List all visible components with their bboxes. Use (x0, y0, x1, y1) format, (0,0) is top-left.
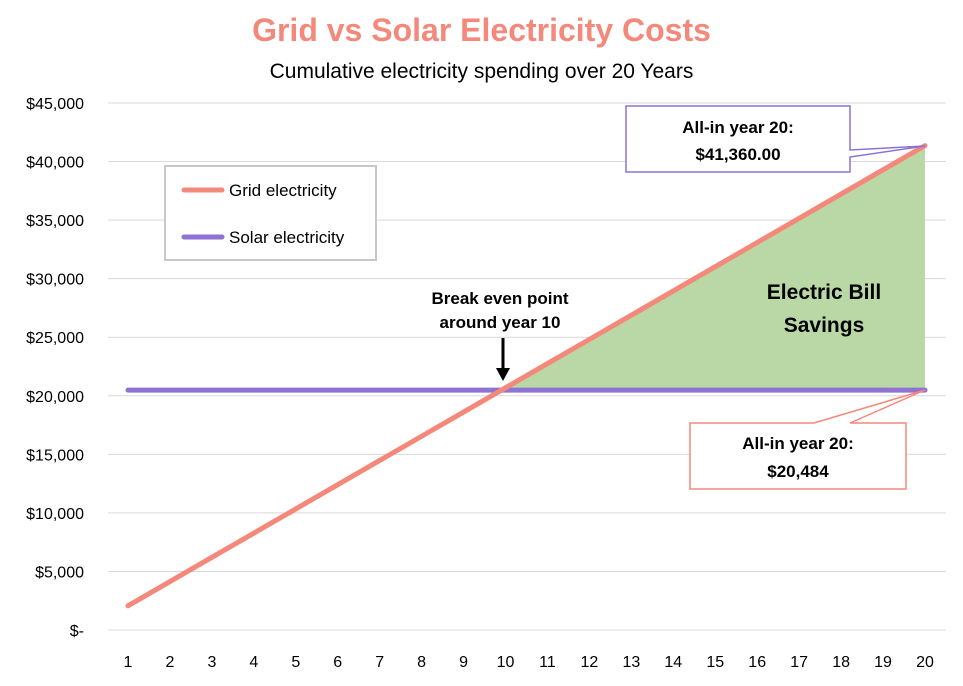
x-tick-label: 3 (207, 654, 216, 671)
y-tick-label: $10,000 (26, 506, 84, 523)
x-tick-label: 12 (581, 654, 599, 671)
legend-box (164, 165, 377, 261)
grid-callout-line1: All-in year 20: (682, 118, 794, 137)
x-tick-label: 8 (417, 654, 426, 671)
break-even-arrow (496, 338, 510, 381)
x-tick-label: 2 (165, 654, 174, 671)
legend-label-solar: Solar electricity (229, 228, 345, 247)
solar-callout-line2: $20,484 (767, 462, 829, 481)
break-even-label-line1: Break even point (432, 289, 569, 308)
x-tick-label: 1 (124, 654, 133, 671)
x-tick-label: 9 (459, 654, 468, 671)
x-axis-ticks: 1 2 3 4 5 6 7 8 9 10 11 12 13 14 15 16 17 18 19 20 (124, 654, 934, 671)
y-tick-label: $15,000 (26, 447, 84, 464)
savings-label-line1: Electric Bill (767, 281, 881, 304)
y-tick-label: $5,000 (35, 564, 84, 581)
x-tick-label: 20 (916, 654, 934, 671)
x-tick-label: 14 (664, 654, 682, 671)
y-tick-label: $45,000 (26, 96, 84, 113)
solar-callout-line1: All-in year 20: (742, 434, 854, 453)
series-lines (125, 143, 928, 609)
y-tick-label: $40,000 (26, 155, 84, 172)
series-line-grid (125, 143, 928, 609)
grid-callout: All-in year 20: $41,360.00 (625, 105, 926, 173)
y-tick-label: $- (70, 623, 84, 640)
y-tick-label: $25,000 (26, 330, 84, 347)
y-axis-ticks: $- $5,000 $10,000 $15,000 $20,000 $25,000 $30,… (26, 96, 84, 640)
legend-label-grid: Grid electricity (229, 181, 337, 200)
y-tick-label: $20,000 (26, 389, 84, 406)
x-tick-label: 13 (622, 654, 640, 671)
x-tick-label: 18 (832, 654, 850, 671)
x-tick-label: 16 (748, 654, 766, 671)
break-even-label-line2: around year 10 (440, 313, 561, 332)
y-tick-label: $35,000 (26, 213, 84, 230)
x-tick-label: 10 (497, 654, 515, 671)
x-tick-label: 11 (539, 654, 556, 671)
x-tick-label: 17 (790, 654, 808, 671)
x-tick-label: 4 (249, 654, 258, 671)
savings-label-line2: Savings (784, 314, 865, 337)
y-tick-label: $30,000 (26, 272, 84, 289)
x-tick-label: 15 (706, 654, 724, 671)
x-tick-label: 5 (291, 654, 300, 671)
solar-callout: All-in year 20: $20,484 (689, 389, 926, 490)
grid-callout-line2: $41,360.00 (695, 145, 780, 164)
chart-subtitle: Cumulative electricity spending over 20 … (269, 60, 694, 83)
chart-title: Grid vs Solar Electricity Costs (252, 12, 711, 48)
x-tick-label: 7 (375, 654, 384, 671)
x-tick-label: 6 (333, 654, 342, 671)
x-tick-label: 19 (874, 654, 892, 671)
legend: Grid electricity Solar electricity (164, 165, 377, 261)
